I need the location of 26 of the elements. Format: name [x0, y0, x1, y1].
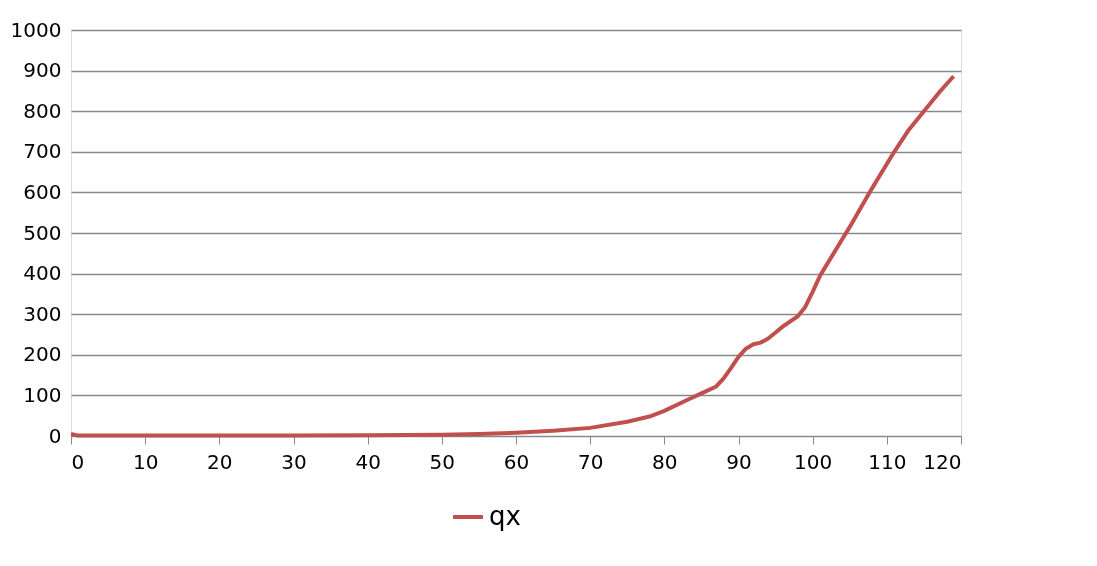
y-tick-label: 0 — [48, 423, 62, 448]
x-tick-label: 70 — [577, 449, 604, 474]
x-tick-label: 40 — [355, 449, 381, 474]
line-series — [69, 74, 956, 438]
y-tick-label: 400 — [23, 261, 62, 286]
x-tick-label: 100 — [794, 449, 833, 474]
x-tick-label: 80 — [652, 449, 678, 474]
y-tick-label: 700 — [23, 139, 62, 164]
x-tick-label: 60 — [503, 449, 530, 474]
y-tick-label: 900 — [23, 58, 62, 83]
x-tick-label: 10 — [132, 449, 159, 474]
y-tick-label: 1000 — [10, 17, 62, 42]
y-tick-label: 500 — [23, 220, 62, 245]
x-tick-label: 90 — [726, 449, 752, 474]
x-tick-label: 120 — [923, 449, 962, 474]
y-tick-label: 100 — [23, 382, 62, 407]
x-tick-label: 30 — [281, 449, 307, 474]
x-tick-label: 50 — [429, 449, 456, 474]
legend-label: qx — [489, 501, 521, 531]
y-tick-label: 800 — [23, 98, 62, 123]
x-tick-label: 20 — [207, 449, 233, 474]
y-tick-label: 200 — [23, 342, 62, 367]
y-tick-label: 600 — [23, 179, 62, 204]
y-tick-label: 300 — [23, 301, 62, 326]
x-tick-label: 0 — [71, 449, 85, 474]
x-tick-label: 110 — [868, 449, 907, 474]
